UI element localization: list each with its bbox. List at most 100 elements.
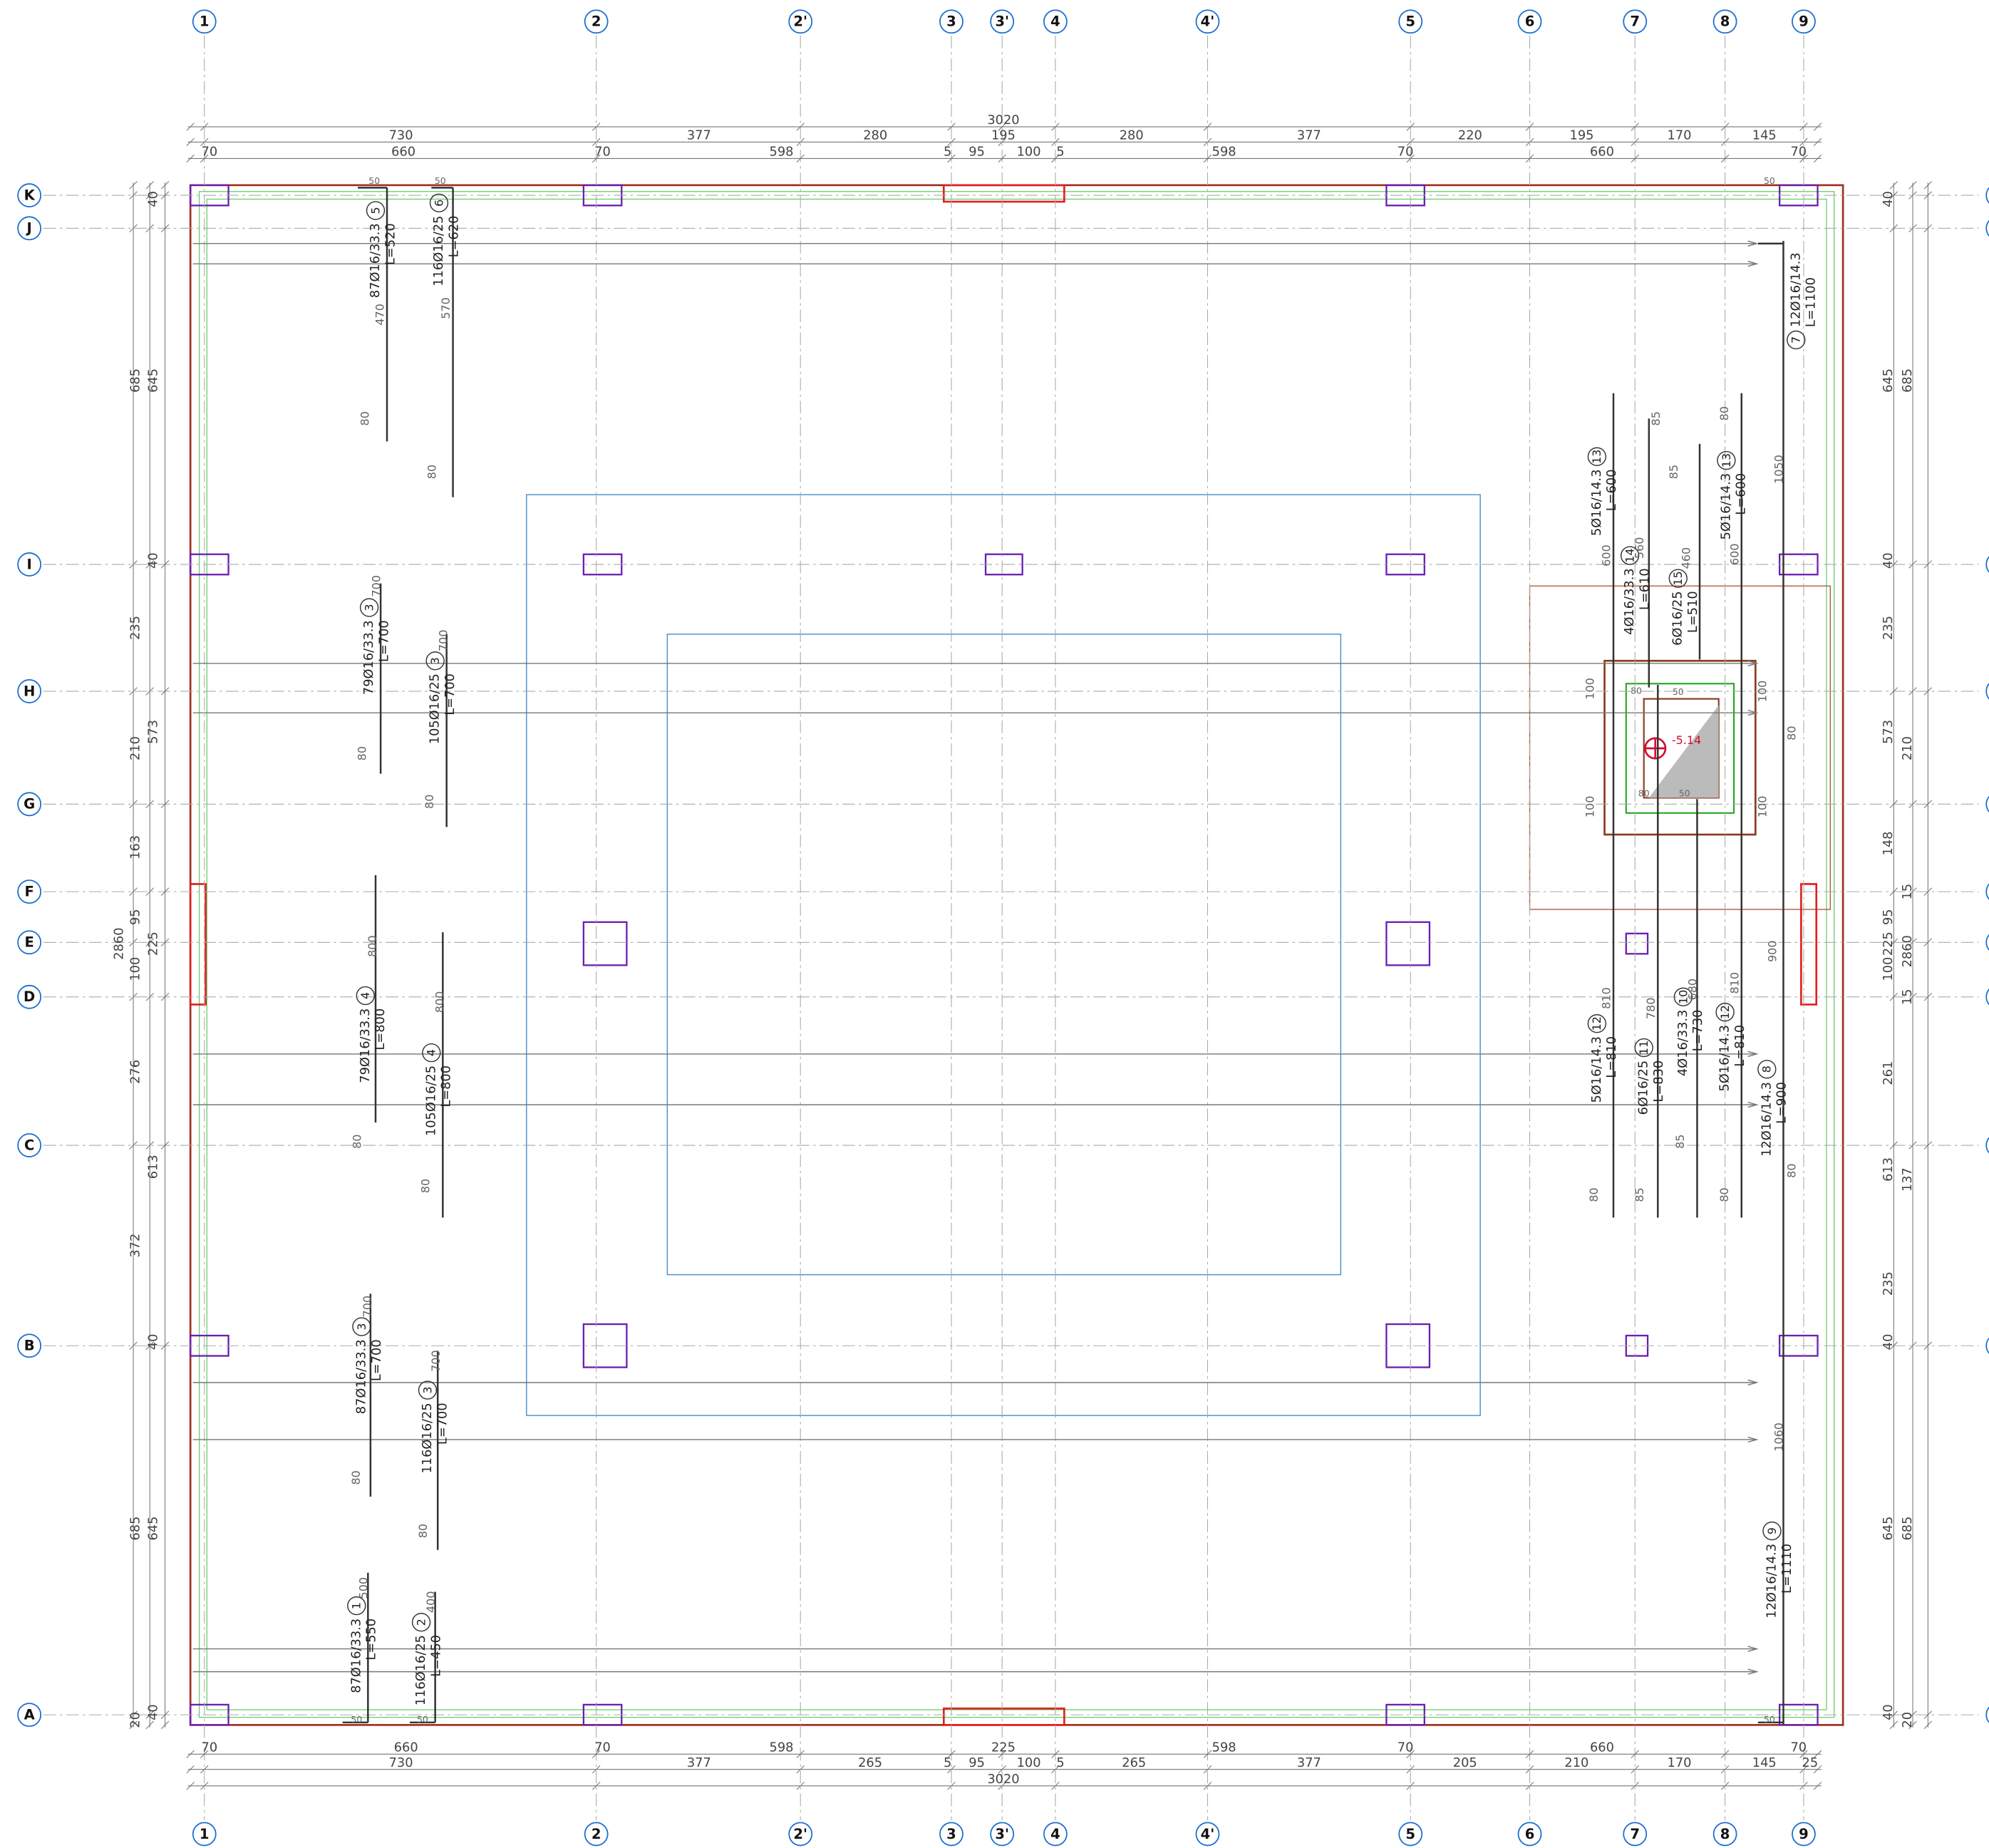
dimension-label: 95 (128, 909, 143, 925)
dimension-tick (129, 181, 138, 190)
dimension-tick (1051, 1782, 1060, 1790)
small-label: 560 (1633, 537, 1646, 559)
dimension-tick (1720, 1782, 1730, 1790)
dimension-label: 145 (1752, 128, 1777, 143)
dimension-tick (129, 1341, 138, 1350)
dimension-tick (200, 123, 209, 131)
dimension-tick (1799, 1765, 1808, 1774)
grid-bubble (1985, 556, 1989, 573)
dimension-tick (1799, 138, 1808, 147)
grid-bubble (1985, 187, 1989, 204)
rebar-annotation: 105Ø16/25 4 L=800 (422, 1043, 454, 1136)
grid-bubble (17, 792, 42, 817)
rebar-arrow (1747, 260, 1759, 267)
rebar-length: L=900 (1774, 1082, 1789, 1124)
dimension-tick (200, 154, 209, 163)
rebar-mark-circle (366, 201, 386, 220)
grid-label: 8 (1720, 14, 1730, 30)
rebar-annotation: 5Ø16/14.3 12L=810 (1587, 1014, 1619, 1103)
rebar-spec: 12Ø16/14.3 (1788, 252, 1803, 327)
dimension-label: 15 (1900, 884, 1915, 900)
outer-blue-zone (526, 494, 1481, 1416)
dimension-tick (1525, 1782, 1534, 1790)
dimension-tick (160, 560, 170, 569)
dimension-tick (1908, 560, 1917, 569)
elevation-cross (1645, 738, 1665, 759)
dimension-tick (1631, 1782, 1639, 1790)
small-label: 50 (1764, 175, 1775, 186)
small-label: 1050 (1772, 455, 1786, 484)
grid-label: 4 (1050, 14, 1060, 30)
dimension-tick (186, 1782, 195, 1790)
dimension-label: 280 (863, 128, 887, 143)
dimension-tick (1923, 887, 1933, 896)
small-label: 680 (1686, 979, 1700, 1001)
grid-bubble (1623, 1822, 1648, 1847)
dimension-tick (796, 1750, 805, 1759)
dimension-tick (186, 154, 195, 163)
dimension-tick (129, 993, 138, 1001)
grid-label: 3 (946, 14, 956, 30)
dimension-tick (129, 1710, 138, 1719)
dimension-label: 40 (146, 1334, 161, 1351)
dimension-label: 645 (146, 1517, 161, 1541)
small-label: 600 (1600, 544, 1613, 567)
rebar-annotation: 12Ø16/14.3 9 L=1110 (1762, 1521, 1794, 1619)
rebar-mark: 4 (425, 1049, 438, 1056)
dimension-tick (947, 154, 956, 163)
dimension-label: 377 (687, 1755, 711, 1770)
opening (942, 1707, 1065, 1726)
rebar-spec: 6Ø16/25 (1670, 591, 1685, 646)
dimension-tick (1813, 123, 1822, 131)
rebar-length: L=450 (428, 1635, 443, 1677)
rebar-mark: 12 (1590, 1016, 1603, 1031)
dimension-label: 5 (1056, 145, 1064, 160)
grid-bubble (1712, 9, 1737, 34)
dimension-tick (1889, 887, 1898, 896)
dimension-label: 377 (1297, 128, 1321, 143)
dimension-tick (129, 887, 138, 896)
dimension-tick (998, 154, 1006, 163)
rebar-annotation: 79Ø16/33.3 3 L=700 (359, 598, 391, 695)
dimension-tick (129, 560, 138, 569)
small-label: 780 (1644, 998, 1658, 1020)
rebar-length: L=620 (446, 216, 461, 258)
small-label: 1060 (1772, 1423, 1786, 1452)
grid-label: F (24, 884, 33, 900)
dimension-tick (591, 123, 601, 131)
grid-bubble (17, 183, 42, 207)
dimension-tick (1889, 1720, 1898, 1730)
rebar-mark: 2 (414, 1619, 428, 1626)
small-label: 100 (1583, 796, 1596, 818)
dimension-tick (1051, 154, 1060, 163)
grid-label: 8 (1720, 1826, 1730, 1842)
rebar-length: L=700 (369, 1339, 384, 1381)
dimension-tick (1908, 993, 1917, 1001)
dimension-tick (1203, 154, 1212, 163)
grid-label: 1 (200, 14, 210, 30)
dimension-label: 685 (128, 1517, 143, 1541)
dimension-tick (591, 154, 601, 163)
rebar-mark-circle (1757, 1060, 1777, 1079)
grid-bubble (1985, 1137, 1989, 1154)
grid-bubble (17, 879, 42, 904)
elevation-label: -5.14 (1672, 733, 1701, 747)
dimension-label: 660 (391, 145, 415, 160)
rebar-spec: 87Ø16/33.3 (348, 1619, 363, 1693)
dimension-label: 276 (128, 1060, 143, 1084)
rebar-annotation: 87Ø16/33.3 5 L=520 (366, 201, 398, 298)
small-label: 80 (419, 1179, 433, 1193)
rebar-spec: 116Ø16/25 (413, 1635, 428, 1705)
dimension-tick (145, 993, 154, 1001)
dimension-label: 20 (1900, 1712, 1915, 1728)
dimension-label: 235 (1881, 1271, 1896, 1296)
dimension-tick (591, 1750, 601, 1759)
dimension-label: 685 (1900, 368, 1915, 393)
dimension-label: 20 (128, 1712, 143, 1728)
dimension-label: 265 (858, 1755, 882, 1770)
grid-label: 2 (591, 1826, 601, 1842)
grid-bubble (1985, 883, 1989, 900)
rebar-annotation: 116Ø16/25 6 L=620 (429, 193, 461, 287)
dimension-label: 40 (1881, 1704, 1896, 1720)
grid-bubble (1623, 9, 1648, 34)
